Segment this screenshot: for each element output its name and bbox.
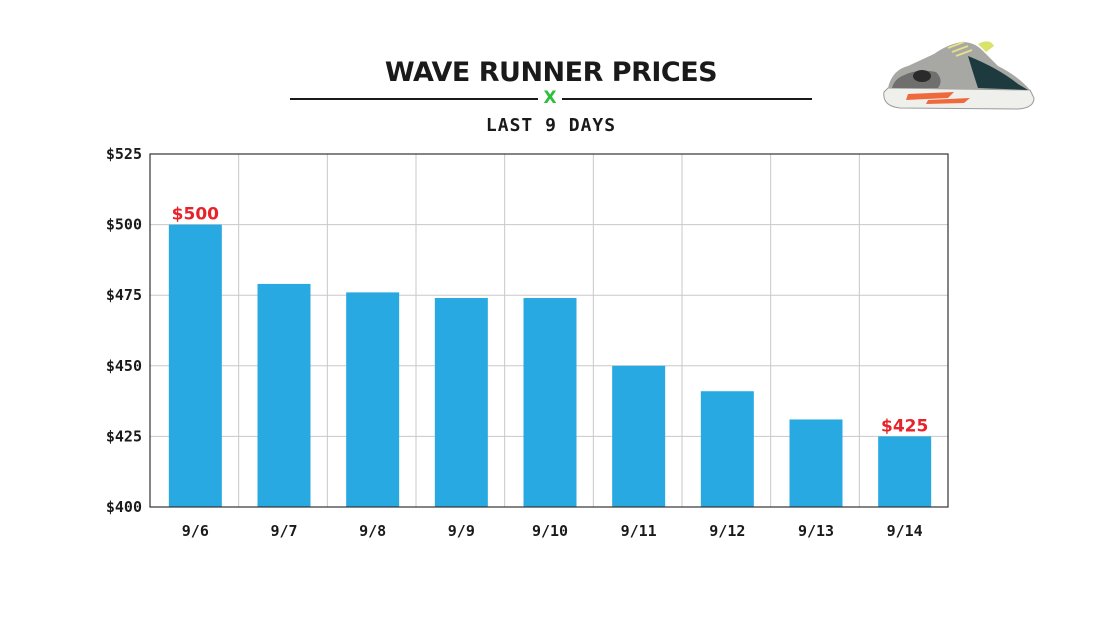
plot-frame xyxy=(149,153,949,508)
bar-9-14 xyxy=(878,436,932,507)
y-tick-label: $500 xyxy=(106,216,142,234)
data-label-9-6: $500 xyxy=(172,205,219,225)
bar-9-12 xyxy=(700,391,754,507)
y-tick-label: $450 xyxy=(106,357,142,375)
title-rule-right xyxy=(562,98,812,100)
sneaker-product-image xyxy=(883,41,1035,110)
x-tick-label: 9/11 xyxy=(621,522,657,540)
y-tick-label: $525 xyxy=(106,145,142,163)
shoe-sole xyxy=(883,87,1035,110)
x-tick-label: 9/10 xyxy=(532,522,568,540)
y-tick-label: $425 xyxy=(106,427,142,445)
x-tick-label: 9/8 xyxy=(359,522,386,540)
divider-mark: X xyxy=(543,88,557,108)
bar-9-13 xyxy=(789,419,843,507)
bar-9-7 xyxy=(257,283,311,507)
bar-9-11 xyxy=(612,365,666,507)
y-tick-label: $475 xyxy=(106,286,142,304)
x-tick-label: 9/12 xyxy=(709,522,745,540)
bar-9-8 xyxy=(346,292,400,507)
chart-title: WAVE RUNNER PRICES xyxy=(384,57,718,88)
x-tick-label: 9/7 xyxy=(270,522,297,540)
shoe-laces xyxy=(947,41,973,57)
bar-9-10 xyxy=(523,298,577,507)
chart-subtitle: LAST 9 DAYS xyxy=(485,115,617,136)
bar-9-9 xyxy=(434,298,488,507)
bar-9-6 xyxy=(168,224,222,507)
shoe-panel-dark xyxy=(968,56,1028,90)
shoe-heel-tab xyxy=(978,41,994,52)
chart-frame xyxy=(149,153,949,508)
chart-labels: $400 $425 $450 $475 $500 $525 9/6 9/7 9/8 9/9 9/10… xyxy=(106,145,928,540)
x-tick-label: 9/13 xyxy=(798,522,834,540)
shoe-eyelet-ring xyxy=(913,70,931,82)
chart-bars xyxy=(168,224,932,507)
x-tick-label: 9/14 xyxy=(887,522,923,540)
y-tick-label: $400 xyxy=(106,498,142,516)
chart-header: WAVE RUNNER PRICES X LAST 9 DAYS xyxy=(0,0,1100,150)
x-tick-label: 9/6 xyxy=(182,522,209,540)
shoe-orange-stripe-2 xyxy=(926,98,970,104)
title-rule-left xyxy=(290,98,538,100)
x-tick-label: 9/9 xyxy=(448,522,475,540)
shoe-orange-stripe xyxy=(906,92,954,100)
data-label-9-14: $425 xyxy=(881,416,928,436)
